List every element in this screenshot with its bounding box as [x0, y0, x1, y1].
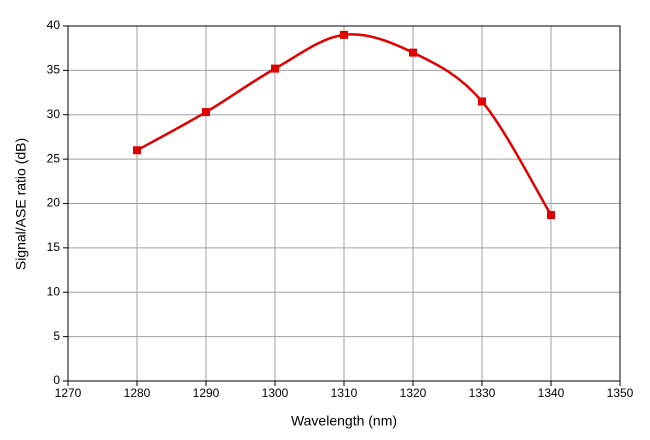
- data-point: [340, 30, 348, 39]
- x-tick-label: 1310: [331, 386, 358, 400]
- x-tick-label: 1270: [55, 386, 82, 400]
- data-point: [478, 97, 486, 106]
- data-point: [202, 108, 210, 117]
- y-tick-label: 25: [47, 151, 61, 165]
- y-tick-label: 0: [53, 373, 60, 387]
- data-point: [547, 211, 555, 220]
- x-tick-label: 1330: [469, 386, 496, 400]
- x-tick-label: 1290: [193, 386, 220, 400]
- y-axis-label: Signal/ASE ratio (dB): [13, 138, 29, 270]
- y-tick-label: 30: [47, 107, 61, 121]
- x-tick-label: 1340: [538, 386, 565, 400]
- data-point: [409, 48, 417, 57]
- data-point: [133, 146, 141, 155]
- y-tick-label: 10: [47, 284, 61, 298]
- plot-frame: [67, 25, 621, 382]
- y-tick-label: 20: [47, 196, 61, 210]
- y-tick-label: 35: [47, 63, 61, 77]
- x-tick-label: 1280: [124, 386, 151, 400]
- x-tick-label: 1320: [400, 386, 427, 400]
- y-tick-label: 15: [47, 240, 61, 254]
- x-tick-label: 1350: [607, 386, 634, 400]
- x-tick-label: 1300: [262, 386, 289, 400]
- data-point: [271, 64, 279, 73]
- x-axis-label: Wavelength (nm): [291, 413, 397, 429]
- y-tick-label: 40: [47, 18, 61, 32]
- y-tick-label: 5: [53, 329, 60, 343]
